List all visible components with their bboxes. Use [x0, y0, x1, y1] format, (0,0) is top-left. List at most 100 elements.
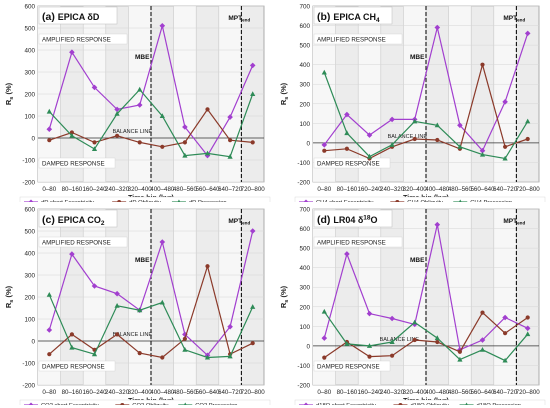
panel-a: -200 -100 0 100 200 300 400 500 600 0–80 80–160 160…: [2, 2, 272, 202]
series-line-precession: [323, 72, 529, 160]
legend-label: d18O Precession: [477, 403, 521, 405]
chart-title: (b) EPICA CH4: [317, 11, 380, 24]
category-band: [358, 6, 381, 182]
title-box: [313, 209, 393, 228]
y-tick-label: 100: [299, 324, 310, 331]
y-tick-label: 400: [24, 48, 35, 55]
chart-title-sup: 18: [363, 215, 371, 222]
chart-title-main: LR04 δ: [333, 215, 364, 225]
point-eccentricity: [524, 30, 531, 37]
amplified-box: [38, 236, 128, 248]
point-obliquity: [160, 144, 165, 149]
x-tick-label: 160–240: [82, 186, 107, 193]
x-tick-label: 720–800: [516, 186, 541, 193]
legend-marker-obliquity: [120, 403, 125, 405]
y-tick-label: 500: [299, 43, 310, 50]
category-band: [493, 209, 517, 385]
panel-letter: (a): [42, 11, 58, 23]
chart-title-main: EPICA CO: [58, 215, 101, 225]
damped-label: DAMPED RESPONSE: [42, 160, 105, 167]
damped-label: DAMPED RESPONSE: [317, 363, 380, 370]
point-precession: [389, 142, 395, 147]
legend-box: [294, 399, 546, 405]
y-tick-label: 600: [299, 226, 310, 233]
point-eccentricity: [524, 325, 531, 332]
point-precession: [46, 108, 52, 114]
y-tick-label: 300: [24, 273, 35, 280]
mbe-label: MBE: [135, 257, 150, 264]
x-tick-label: 400–480: [425, 186, 450, 193]
point-precession: [204, 354, 211, 360]
x-tick-label: 0–80: [42, 186, 56, 193]
point-precession: [182, 347, 188, 352]
damped-label: DAMPED RESPONSE: [42, 363, 105, 370]
legend-label: CO2 Precession: [195, 403, 237, 405]
point-obliquity: [457, 349, 462, 354]
point-precession: [46, 292, 52, 297]
series-line-obliquity: [324, 62, 528, 160]
point-eccentricity: [182, 124, 188, 130]
point-obliquity: [69, 130, 74, 135]
point-obliquity: [182, 336, 187, 341]
point-obliquity: [115, 332, 120, 337]
chart-d: -200 -100 0 100 200 300 400 500 600 700 0–80 80–160…: [279, 207, 546, 405]
x-tick-label: 640–720: [493, 186, 518, 193]
x-tick-label: 560–640: [470, 186, 495, 193]
x-tick-label: 640–720: [493, 389, 518, 396]
point-obliquity: [367, 354, 372, 359]
point-precession: [502, 357, 508, 363]
y-axis-label-main: R: [4, 302, 13, 308]
point-eccentricity: [69, 49, 75, 55]
point-obliquity: [137, 351, 142, 356]
point-precession: [137, 86, 143, 92]
point-eccentricity: [434, 24, 441, 31]
panel-b: -200 -100 0 100 200 300 400 500 600 700 0–80 80–160…: [277, 2, 547, 202]
mbe-label: MBE: [135, 54, 150, 61]
title-box: [38, 6, 118, 25]
point-obliquity: [160, 355, 165, 360]
chart-c: -200 -100 0 100 200 300 400 500 600 0–80 80–160 160…: [4, 207, 271, 405]
point-obliquity: [47, 352, 52, 357]
x-tick-label: 640–720: [218, 186, 243, 193]
y-tick-label: 0: [31, 136, 35, 143]
point-precession: [137, 307, 143, 313]
amplified-box: [313, 33, 403, 45]
balance-label: BALANCE LINE: [113, 332, 153, 338]
point-precession: [159, 299, 165, 305]
point-precession: [69, 344, 75, 350]
x-tick-label: 400–480: [150, 186, 175, 193]
point-eccentricity: [457, 122, 463, 129]
x-tick-label: 160–240: [82, 389, 107, 396]
point-precession: [227, 353, 233, 359]
category-band: [313, 209, 336, 385]
y-axis-label-unit: (%): [279, 285, 288, 299]
y-tick-label: 100: [299, 121, 310, 128]
point-precession: [69, 133, 75, 138]
amplified-label: AMPLIFIED RESPONSE: [317, 239, 386, 246]
point-eccentricity: [249, 62, 256, 69]
panel-letter: (b): [317, 11, 333, 23]
y-tick-label: -200: [22, 180, 35, 187]
x-tick-label: 560–640: [470, 389, 495, 396]
mpt-label-main: MPT: [228, 15, 242, 22]
x-tick-label: 400–480: [425, 389, 450, 396]
x-tick-label: 480–560: [448, 389, 473, 396]
legend-label: dD Obliquity: [129, 200, 161, 202]
panel-letter: (d): [317, 214, 333, 226]
point-eccentricity: [479, 337, 486, 343]
balance-label: BALANCE LINE: [380, 337, 420, 343]
legend-label: dD short Eccentricity: [41, 200, 94, 202]
category-band: [358, 209, 381, 385]
amplified-box: [38, 33, 128, 45]
point-obliquity: [205, 264, 210, 269]
chart-b: -200 -100 0 100 200 300 400 500 600 700 0–80 80–160…: [279, 4, 546, 202]
mbe-label: MBE: [410, 257, 425, 264]
y-axis-label-main: R: [279, 99, 288, 105]
x-tick-label: 80–160: [337, 186, 358, 193]
y-axis-label-unit: (%): [279, 82, 288, 96]
point-obliquity: [435, 137, 440, 143]
legend-marker-obliquity: [398, 403, 403, 405]
y-axis-label: Rs (%): [279, 82, 290, 105]
amplified-box: [313, 236, 403, 248]
x-tick-label: 80–160: [62, 186, 83, 193]
